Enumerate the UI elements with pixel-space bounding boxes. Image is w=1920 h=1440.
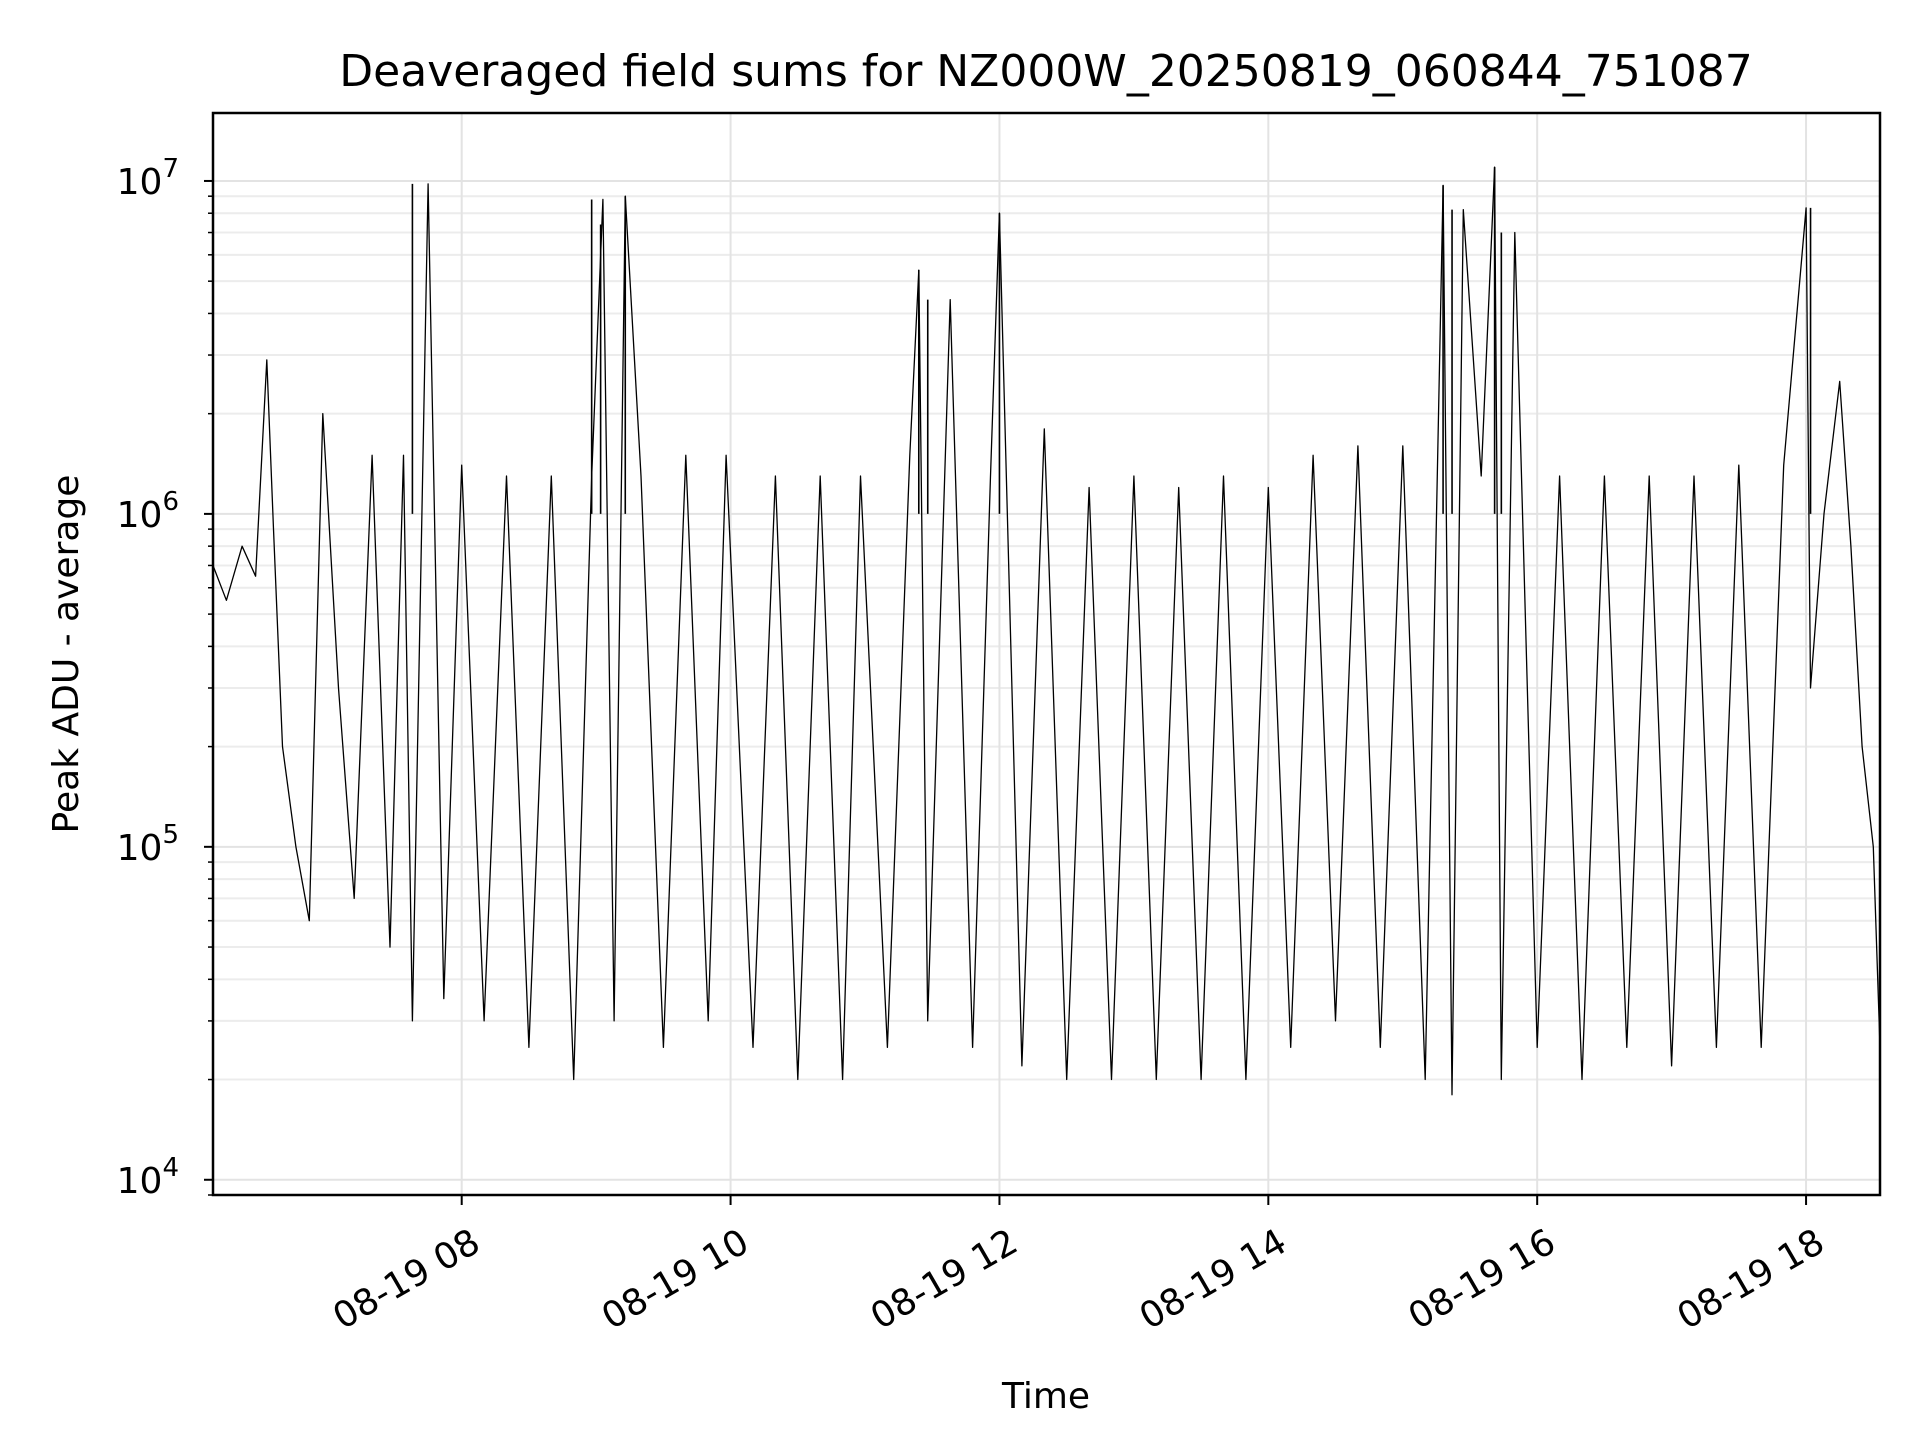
x-axis: 08-19 08 08-19 10 08-19 12 08-19 14 08-19 16… — [326, 1195, 1831, 1338]
x-tick-label: 08-19 10 — [595, 1221, 756, 1337]
y-tick-label: 107 — [117, 154, 179, 203]
y-tick-label: 104 — [117, 1153, 179, 1202]
y-tick-label: 106 — [117, 487, 179, 536]
grid-lines — [213, 113, 1880, 1196]
x-tick-label: 08-19 18 — [1671, 1221, 1832, 1337]
series-line — [212, 166, 1881, 1096]
x-tick-label: 08-19 12 — [864, 1221, 1025, 1337]
y-axis-label: Peak ADU - average — [46, 475, 87, 834]
y-tick-label: 105 — [117, 820, 179, 869]
x-tick-label: 08-19 08 — [326, 1221, 487, 1337]
x-tick-label: 08-19 14 — [1133, 1221, 1294, 1337]
chart-title: Deaveraged field sums for NZ000W_2025081… — [339, 46, 1752, 97]
plot-area — [212, 166, 1881, 1096]
y-axis: 104 105 106 107 — [117, 154, 213, 1202]
x-tick-label: 08-19 16 — [1402, 1221, 1563, 1337]
x-axis-label: Time — [1001, 1376, 1090, 1417]
plot-frame — [211, 111, 1882, 1197]
